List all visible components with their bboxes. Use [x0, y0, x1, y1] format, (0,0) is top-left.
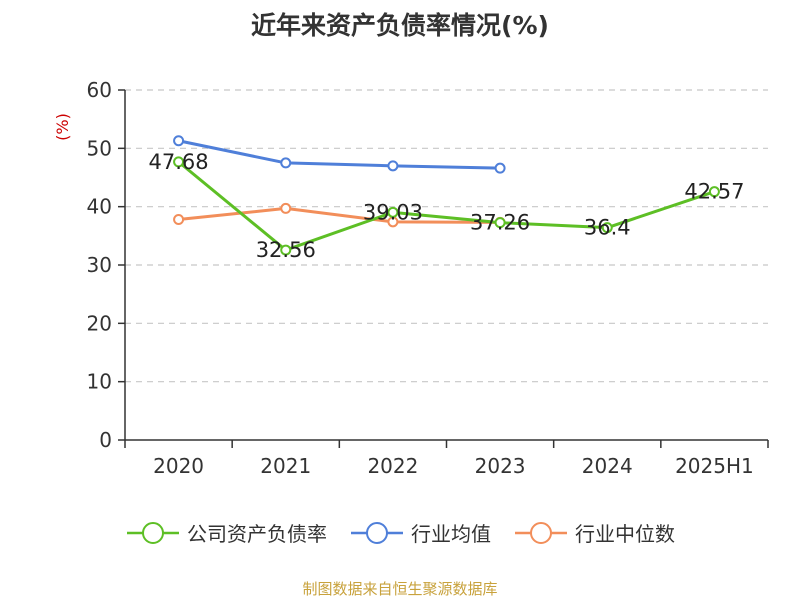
data-label: 42.57: [684, 180, 744, 204]
y-tick-label: 60: [87, 78, 112, 102]
source-note: 制图数据来自恒生聚源数据库: [302, 580, 498, 598]
x-tick-label: 2024: [582, 454, 633, 478]
legend-label: 行业均值: [411, 522, 491, 546]
series-line: [178, 206, 501, 224]
x-tick-label: 2022: [367, 454, 418, 478]
legend-swatch: [127, 521, 179, 544]
x-tick-label: 2023: [475, 454, 526, 478]
y-tick-label: 50: [87, 136, 112, 160]
legend-item: 公司资产负债率: [125, 518, 327, 547]
legend: 公司资产负债率 行业均值 行业中位数: [0, 518, 800, 547]
data-label: 32.56: [256, 238, 316, 262]
legend-swatch: [515, 521, 567, 544]
legend-item: 行业中位数: [513, 518, 675, 547]
x-tick-label: 2020: [153, 454, 204, 478]
data-point: [601, 222, 613, 234]
data-point: [494, 162, 506, 174]
legend-label: 公司资产负债率: [187, 522, 327, 546]
data-label: 47.68: [149, 150, 209, 174]
series-2: [173, 202, 506, 228]
label-layer: 47.68 32.56 39.03 37.26 36.4 42.57: [149, 150, 745, 262]
data-point: [280, 202, 292, 214]
data-point: [173, 214, 185, 225]
legend-label: 行业中位数: [575, 522, 675, 546]
grid-layer: [125, 89, 768, 383]
y-tick-label: 30: [87, 253, 112, 277]
data-label: 37.26: [470, 211, 530, 235]
data-point: [494, 217, 506, 229]
data-point: [387, 160, 399, 172]
x-tick-label: 2025H1: [675, 454, 754, 478]
legend-item: 行业均值: [349, 518, 491, 547]
data-point: [708, 186, 720, 198]
series-line: [178, 139, 501, 170]
data-point: [173, 135, 185, 147]
data-point: [173, 156, 185, 168]
data-point: [387, 206, 399, 218]
axis-layer: 0 10 20 30 40 50 60 (%) 2020 2021 2022 2023 2024 2025…: [53, 78, 769, 478]
series-line: [177, 160, 715, 252]
series-layer: [173, 135, 720, 256]
series-1: [173, 135, 506, 174]
y-tick-label: 20: [87, 311, 112, 335]
data-point: [280, 157, 292, 169]
legend-swatch: [351, 521, 403, 544]
y-tick-label: 10: [87, 370, 112, 394]
data-label: 39.03: [363, 200, 423, 224]
data-label: 36.4: [584, 216, 631, 240]
series-0: [173, 156, 720, 256]
y-tick-label: 0: [99, 428, 112, 452]
data-point: [280, 244, 292, 256]
chart-title: 近年来资产负债率情况(%): [251, 11, 549, 40]
y-tick-label: 40: [87, 195, 112, 219]
x-tick-label: 2021: [260, 454, 311, 478]
y-axis-label: (%): [53, 113, 72, 141]
